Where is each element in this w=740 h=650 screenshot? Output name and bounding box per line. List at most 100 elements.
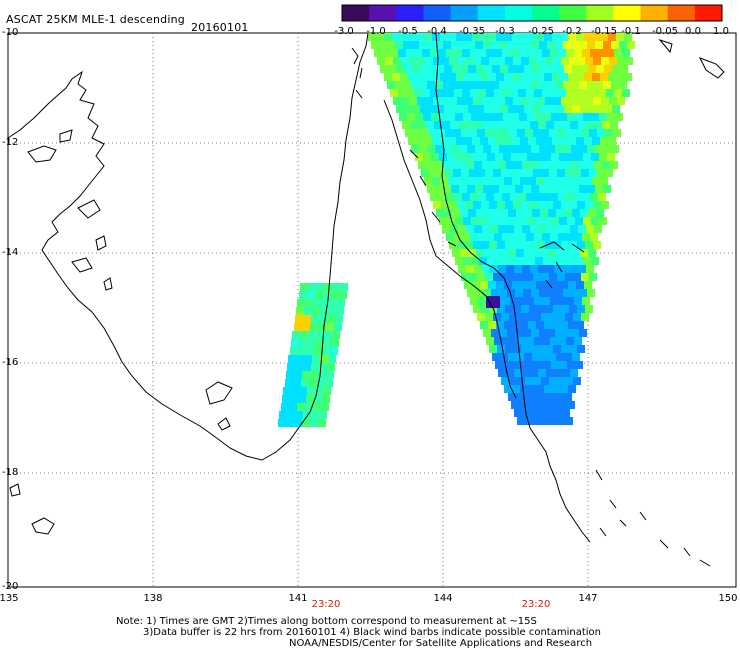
swath-cell: [513, 57, 521, 65]
swath-cell: [541, 417, 549, 425]
swath-cell: [594, 225, 602, 233]
swath-cell: [379, 41, 387, 49]
swath-cell: [464, 33, 472, 41]
swath-cell: [503, 153, 511, 161]
swath-cell: [569, 305, 577, 313]
swath-cell: [530, 121, 538, 129]
swath-cell: [530, 225, 538, 233]
swath-cell: [485, 129, 493, 137]
swath-cell: [401, 57, 409, 65]
colorbar-swatch: [423, 5, 452, 21]
swath-cell: [518, 89, 526, 97]
time-label: 23:20: [521, 599, 551, 610]
swath-cell: [509, 313, 517, 321]
coastline-coral-reef-west: [383, 99, 517, 399]
swath-cell: [546, 161, 554, 169]
swath-cell: [518, 193, 526, 201]
colorbar-swatch: [667, 5, 696, 21]
swath-cell: [576, 321, 584, 329]
coastline-cape-york-east: [435, 32, 591, 543]
swath-cell: [449, 57, 457, 65]
swath-cell: [565, 417, 573, 425]
swath-cell: [537, 241, 545, 249]
swath-cell: [545, 305, 553, 313]
swath-cell: [522, 265, 530, 273]
swath-cell: [310, 323, 318, 331]
swath-cell: [580, 65, 588, 73]
swath-cell: [439, 113, 447, 121]
swath-cell: [321, 299, 329, 307]
swath-cell: [326, 371, 334, 379]
swath-cell: [509, 273, 517, 281]
colorbar-swatch: [342, 5, 370, 21]
swath-cell: [548, 393, 556, 401]
swath-cell: [539, 145, 547, 153]
swath-cell: [484, 65, 492, 73]
swath-cell: [517, 377, 525, 385]
swath-cell: [488, 33, 496, 41]
swath-cell: [445, 129, 453, 137]
swath-cell: [498, 225, 506, 233]
swath-cell: [415, 113, 423, 121]
swath-cell: [600, 33, 608, 41]
swath-cell: [436, 105, 444, 113]
swath-cell: [482, 265, 490, 273]
swath-cell: [423, 113, 431, 121]
swath-cell: [559, 257, 567, 265]
swath-cell: [570, 225, 578, 233]
swath-cell: [520, 321, 528, 329]
swath-cell: [457, 57, 465, 65]
swath-cell: [481, 97, 489, 105]
swath-cell: [396, 65, 404, 73]
swath-cell: [319, 363, 327, 371]
swath-cell: [337, 299, 345, 307]
swath-cell: [601, 97, 609, 105]
swath-cell: [419, 81, 427, 89]
colorbar-swatch: [369, 5, 397, 21]
swath-cell: [481, 57, 489, 65]
swath-cell: [462, 193, 470, 201]
swath-cell: [528, 33, 536, 41]
swath-cell: [335, 315, 343, 323]
swath-cell: [527, 113, 535, 121]
coastline-east-islands: [658, 38, 725, 79]
swath-cell: [534, 193, 542, 201]
swath-cell: [411, 41, 419, 49]
swath-cell: [491, 185, 499, 193]
swath-cell: [566, 193, 574, 201]
swath-cell: [462, 89, 470, 97]
swath-cell: [525, 169, 533, 177]
swath-cell: [400, 73, 408, 81]
swath-cell: [482, 121, 490, 129]
swath-cell: [486, 233, 494, 241]
colorbar-swatch: [694, 5, 723, 21]
swath-cell: [553, 57, 561, 65]
swath-cell: [526, 89, 534, 97]
swath-cell: [543, 113, 551, 121]
swath-cell: [539, 185, 547, 193]
swath-cell: [489, 201, 497, 209]
swath-cell: [518, 337, 526, 345]
swath-cell: [562, 161, 570, 169]
swath-cell: [286, 371, 294, 379]
swath-cell: [594, 161, 602, 169]
swath-cell: [571, 145, 579, 153]
swath-cell: [448, 73, 456, 81]
swath-cell: [498, 369, 506, 377]
swath-cell: [278, 419, 286, 427]
swath-cell: [539, 289, 547, 297]
swath-cell: [462, 49, 470, 57]
swath-cell: [410, 121, 418, 129]
swath-cell: [570, 161, 578, 169]
swath-cell: [288, 355, 296, 363]
swath-cell: [581, 129, 589, 137]
swath-cell: [591, 217, 599, 225]
swath-cell: [287, 363, 295, 371]
swath-cell: [521, 345, 529, 353]
swath-cell: [571, 329, 579, 337]
swath-cell: [579, 145, 587, 153]
swath-cell: [535, 361, 543, 369]
swath-cell: [526, 49, 534, 57]
swath-cell: [339, 291, 347, 299]
swath-cell: [619, 81, 627, 89]
